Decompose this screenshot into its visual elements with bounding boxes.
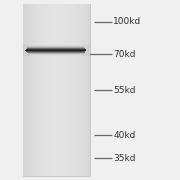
Bar [80,4,82,176]
Bar [26,49,86,50]
Bar [29,45,82,46]
Bar [78,4,80,176]
Text: 55kd: 55kd [113,86,136,94]
Bar [55,4,57,176]
Bar [23,4,90,176]
Bar [26,49,86,50]
Bar [77,4,78,176]
Bar [83,4,85,176]
Bar [42,4,43,176]
Bar [30,55,82,56]
Bar [63,4,65,176]
Bar [30,4,32,176]
Bar [88,4,90,176]
Bar [28,46,83,47]
Bar [70,4,72,176]
Bar [87,4,88,176]
Bar [29,54,83,55]
Bar [27,48,85,49]
Bar [35,4,37,176]
Bar [28,47,84,48]
Bar [28,46,83,47]
Bar [28,4,30,176]
Bar [40,4,42,176]
Bar [32,4,33,176]
Bar [25,4,27,176]
Bar [29,54,83,55]
Bar [28,53,84,54]
Bar [53,4,55,176]
Bar [26,51,85,52]
Bar [57,4,58,176]
Bar [45,4,47,176]
Bar [47,4,48,176]
Bar [58,4,60,176]
Bar [22,45,84,56]
Bar [25,50,86,51]
Bar [27,48,85,49]
Bar [62,4,63,176]
Bar [27,52,84,53]
Bar [26,50,86,51]
Bar [73,4,75,176]
Bar [50,4,52,176]
Bar [82,4,83,176]
Bar [27,4,28,176]
Bar [37,4,38,176]
Bar [72,4,73,176]
Text: 100kd: 100kd [113,17,142,26]
Bar [67,4,68,176]
Bar [29,45,82,46]
Text: 40kd: 40kd [113,130,136,140]
Bar [43,4,45,176]
Bar [23,4,25,176]
Text: 70kd: 70kd [113,50,136,59]
Bar [38,4,40,176]
Bar [26,51,85,52]
Bar [28,45,89,56]
Bar [48,4,50,176]
Bar [75,4,77,176]
Bar [65,4,67,176]
Bar [30,55,82,56]
Bar [68,4,70,176]
Bar [28,53,84,54]
Text: 35kd: 35kd [113,154,136,163]
Bar [33,4,35,176]
Bar [28,47,84,48]
Bar [85,4,87,176]
Bar [52,4,53,176]
Bar [27,52,85,53]
Bar [60,4,62,176]
